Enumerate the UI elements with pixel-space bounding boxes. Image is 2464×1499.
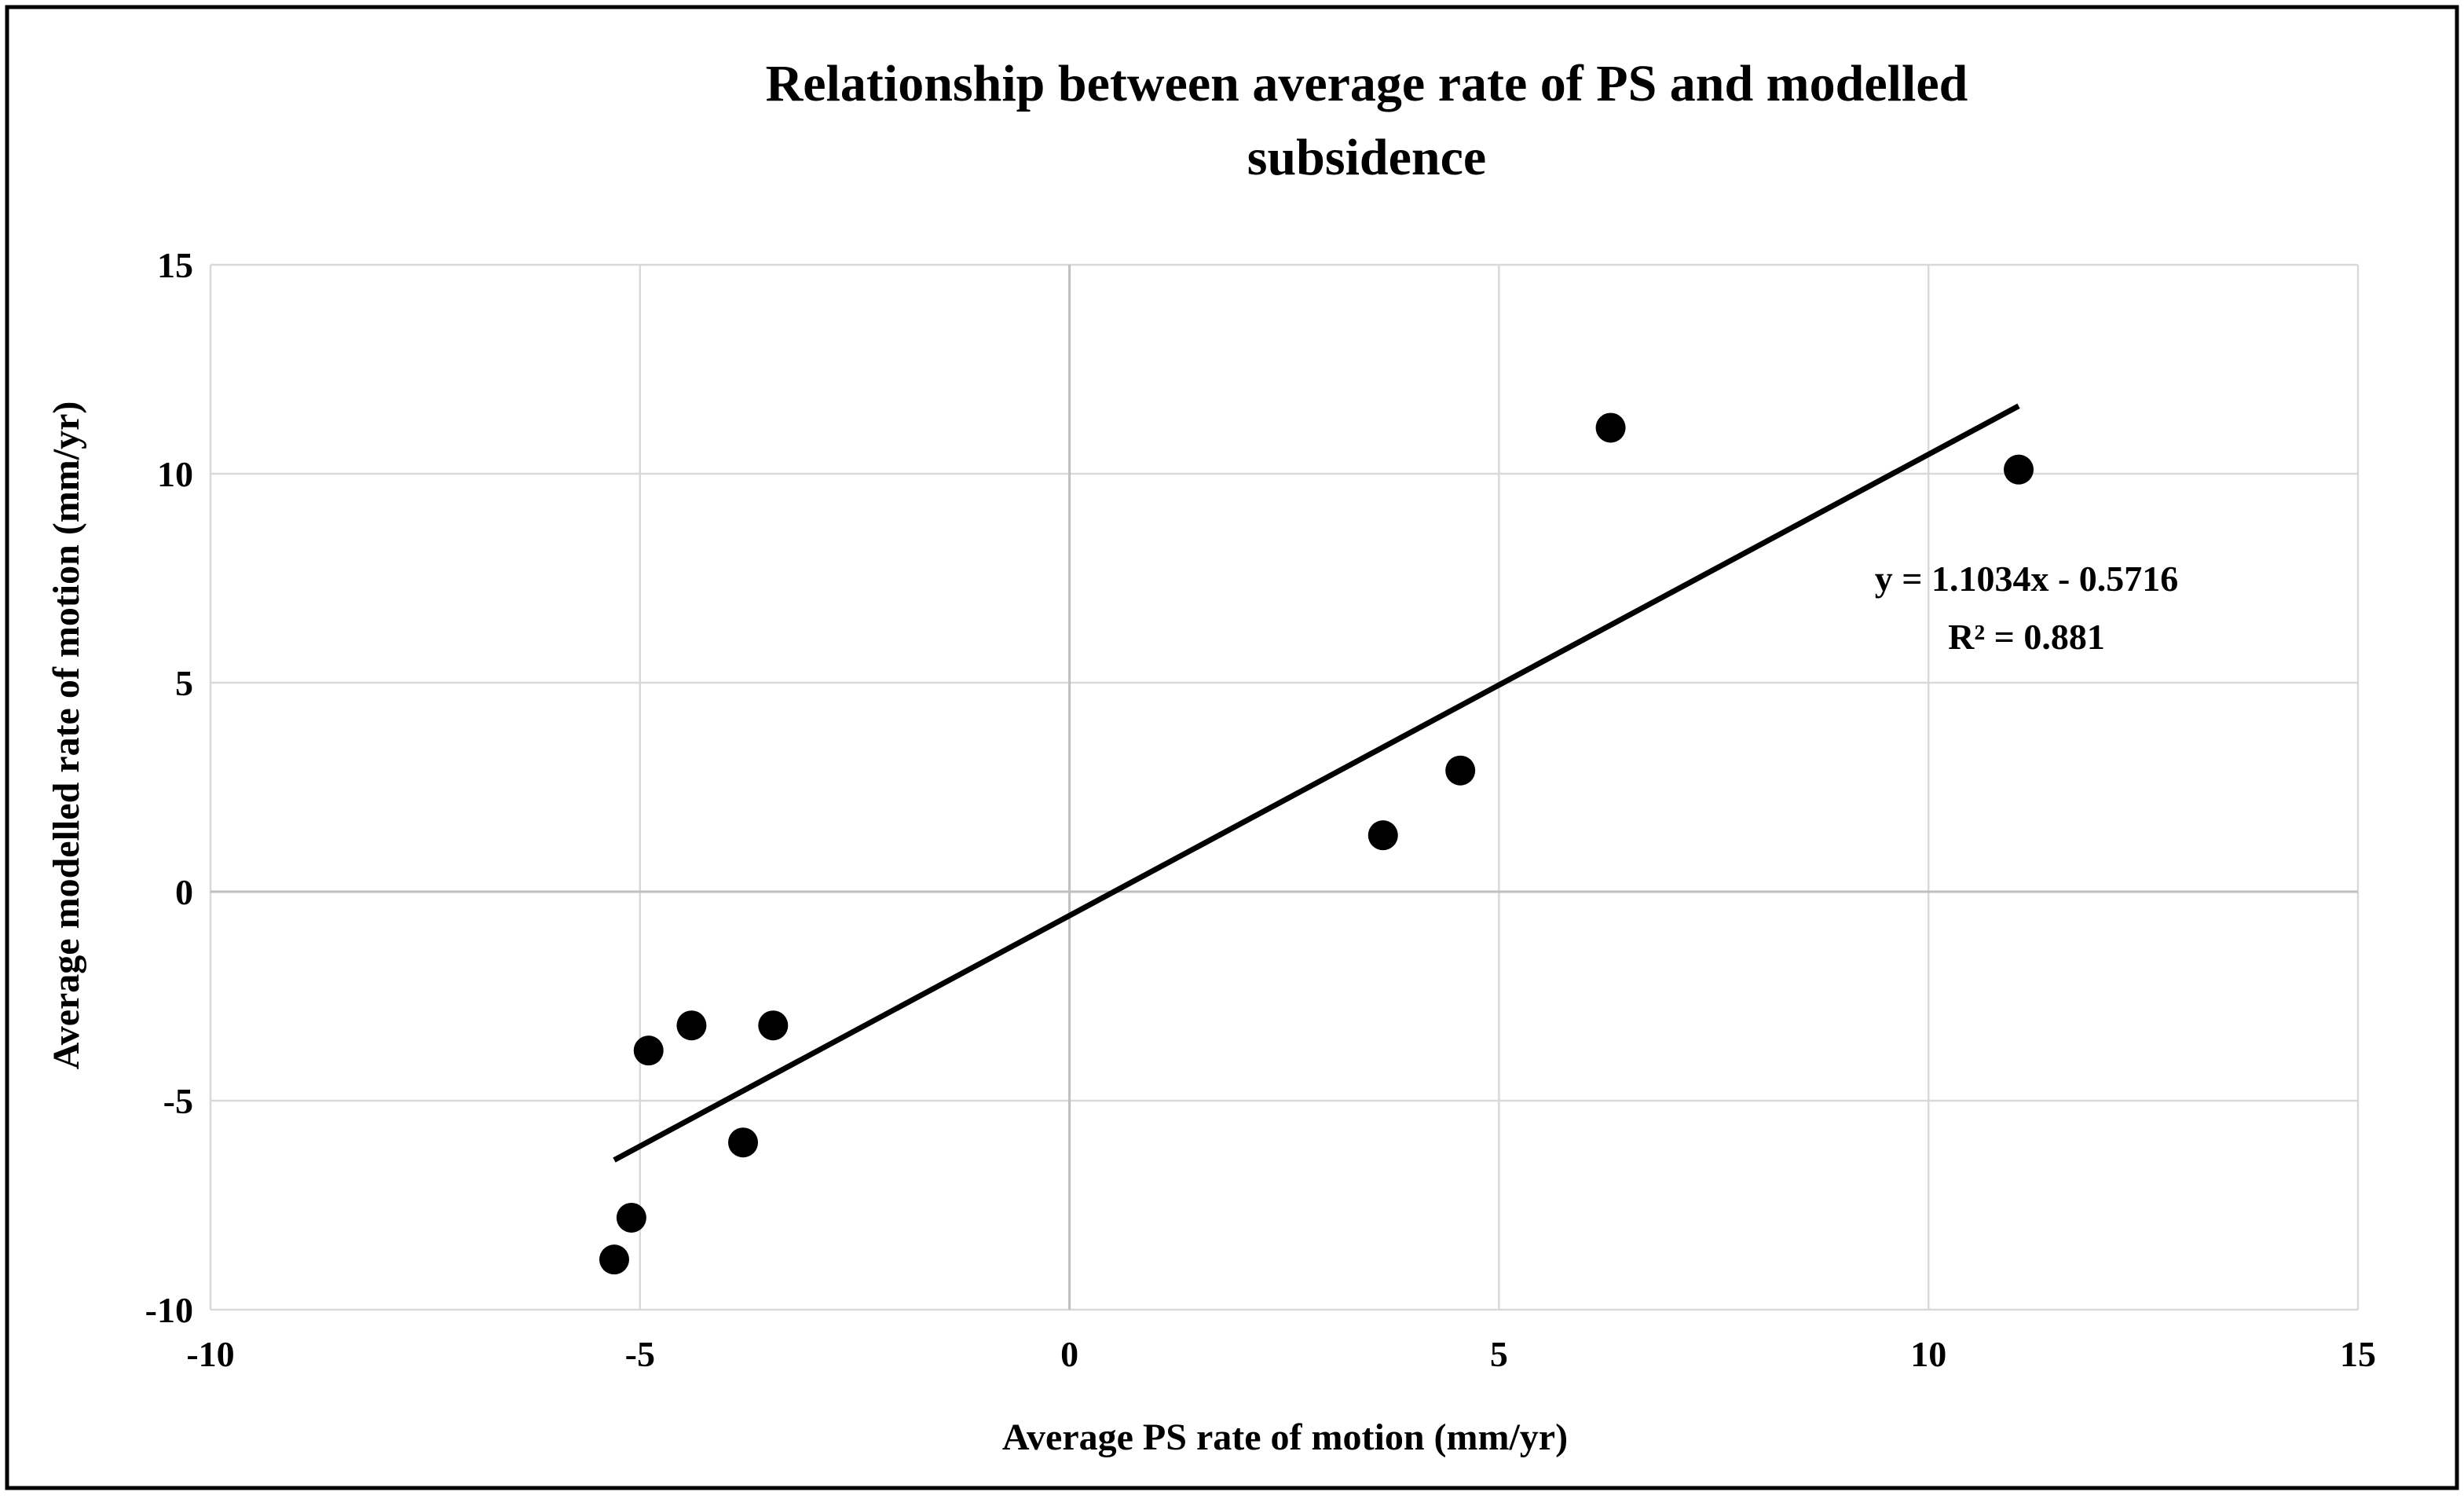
trendline-group bbox=[613, 403, 2020, 1163]
chart-title-line-1: Relationship between average rate of PS … bbox=[766, 55, 1968, 112]
data-point bbox=[2004, 454, 2034, 485]
y-tick-labels: -10 -5 0 5 10 15 bbox=[145, 245, 193, 1330]
y-tick-label: 0 bbox=[175, 872, 193, 912]
y-tick-label: 10 bbox=[157, 454, 193, 494]
data-point bbox=[633, 1035, 664, 1066]
x-tick-label: -10 bbox=[186, 1334, 234, 1374]
trendline bbox=[613, 403, 2020, 1163]
chart-title-line-2: subsidence bbox=[1247, 129, 1486, 186]
data-point bbox=[599, 1244, 629, 1275]
y-tick-label: -5 bbox=[163, 1081, 193, 1121]
data-point bbox=[676, 1010, 707, 1041]
data-points bbox=[599, 412, 2034, 1275]
trendline-equation: y = 1.1034x - 0.5716 bbox=[1875, 559, 2179, 599]
x-tick-labels: -10 -5 0 5 10 15 bbox=[186, 1334, 2376, 1374]
x-tick-label: 10 bbox=[1910, 1334, 1946, 1374]
x-axis-title: Average PS rate of motion (mm/yr) bbox=[1002, 1417, 1568, 1458]
x-tick-label: 15 bbox=[2340, 1334, 2376, 1374]
zero-axes bbox=[211, 265, 2358, 1310]
data-point bbox=[1367, 820, 1398, 851]
data-point bbox=[616, 1202, 646, 1233]
x-tick-label: 0 bbox=[1060, 1334, 1078, 1374]
y-axis-title: Average modelled rate of motion (mm/yr) bbox=[46, 401, 87, 1070]
data-point bbox=[1445, 755, 1476, 786]
y-tick-label: -10 bbox=[145, 1290, 193, 1330]
data-point bbox=[758, 1010, 789, 1041]
data-point bbox=[1595, 412, 1626, 443]
data-point bbox=[728, 1127, 759, 1158]
x-tick-label: -5 bbox=[625, 1334, 655, 1374]
y-tick-label: 5 bbox=[175, 663, 193, 703]
trendline-r-squared: R² = 0.881 bbox=[1948, 617, 2105, 657]
chart-border bbox=[5, 5, 2459, 1490]
x-tick-label: 5 bbox=[1490, 1334, 1508, 1374]
y-tick-label: 15 bbox=[157, 245, 193, 285]
